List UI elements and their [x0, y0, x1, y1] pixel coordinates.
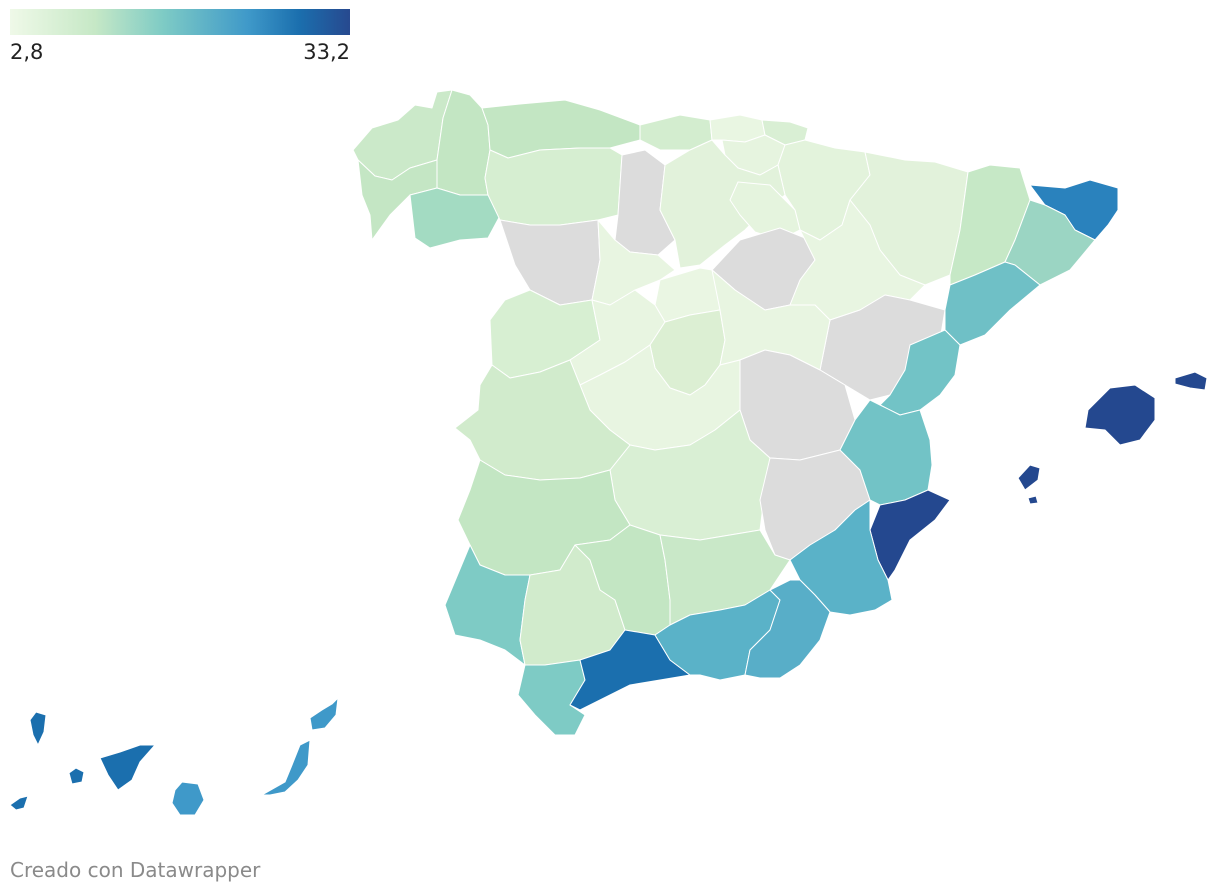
island-gran-canaria[interactable]	[171, 781, 205, 816]
province-malaga[interactable]	[569, 629, 691, 711]
province-cadiz[interactable]	[517, 659, 586, 736]
province-valencia[interactable]	[839, 399, 933, 506]
island-tenerife[interactable]	[99, 744, 156, 791]
province-almeria[interactable]	[744, 579, 831, 679]
color-legend: 2,8 33,2	[10, 9, 350, 64]
province-barcelona[interactable]	[1004, 199, 1096, 286]
legend-max-label: 33,2	[303, 40, 350, 64]
island-ibiza[interactable]	[1017, 464, 1041, 491]
province-zamora[interactable]	[499, 219, 601, 306]
legend-gradient-bar	[10, 9, 350, 35]
island-el-hierro[interactable]	[9, 795, 29, 811]
island-menorca[interactable]	[1174, 371, 1208, 391]
island-fuerteventura[interactable]	[261, 739, 311, 796]
province-leon[interactable]	[484, 147, 623, 226]
legend-min-label: 2,8	[10, 40, 44, 64]
province-tarragona[interactable]	[944, 261, 1041, 346]
island-la-gomera[interactable]	[68, 767, 85, 785]
island-mallorca[interactable]	[1084, 384, 1156, 446]
island-lanzarote[interactable]	[309, 697, 339, 731]
credit-text: Creado con Datawrapper	[10, 858, 261, 882]
province-ourense[interactable]	[409, 187, 503, 249]
province-palencia[interactable]	[614, 149, 676, 256]
island-la-palma[interactable]	[29, 711, 47, 746]
island-formentera[interactable]	[1027, 495, 1039, 505]
